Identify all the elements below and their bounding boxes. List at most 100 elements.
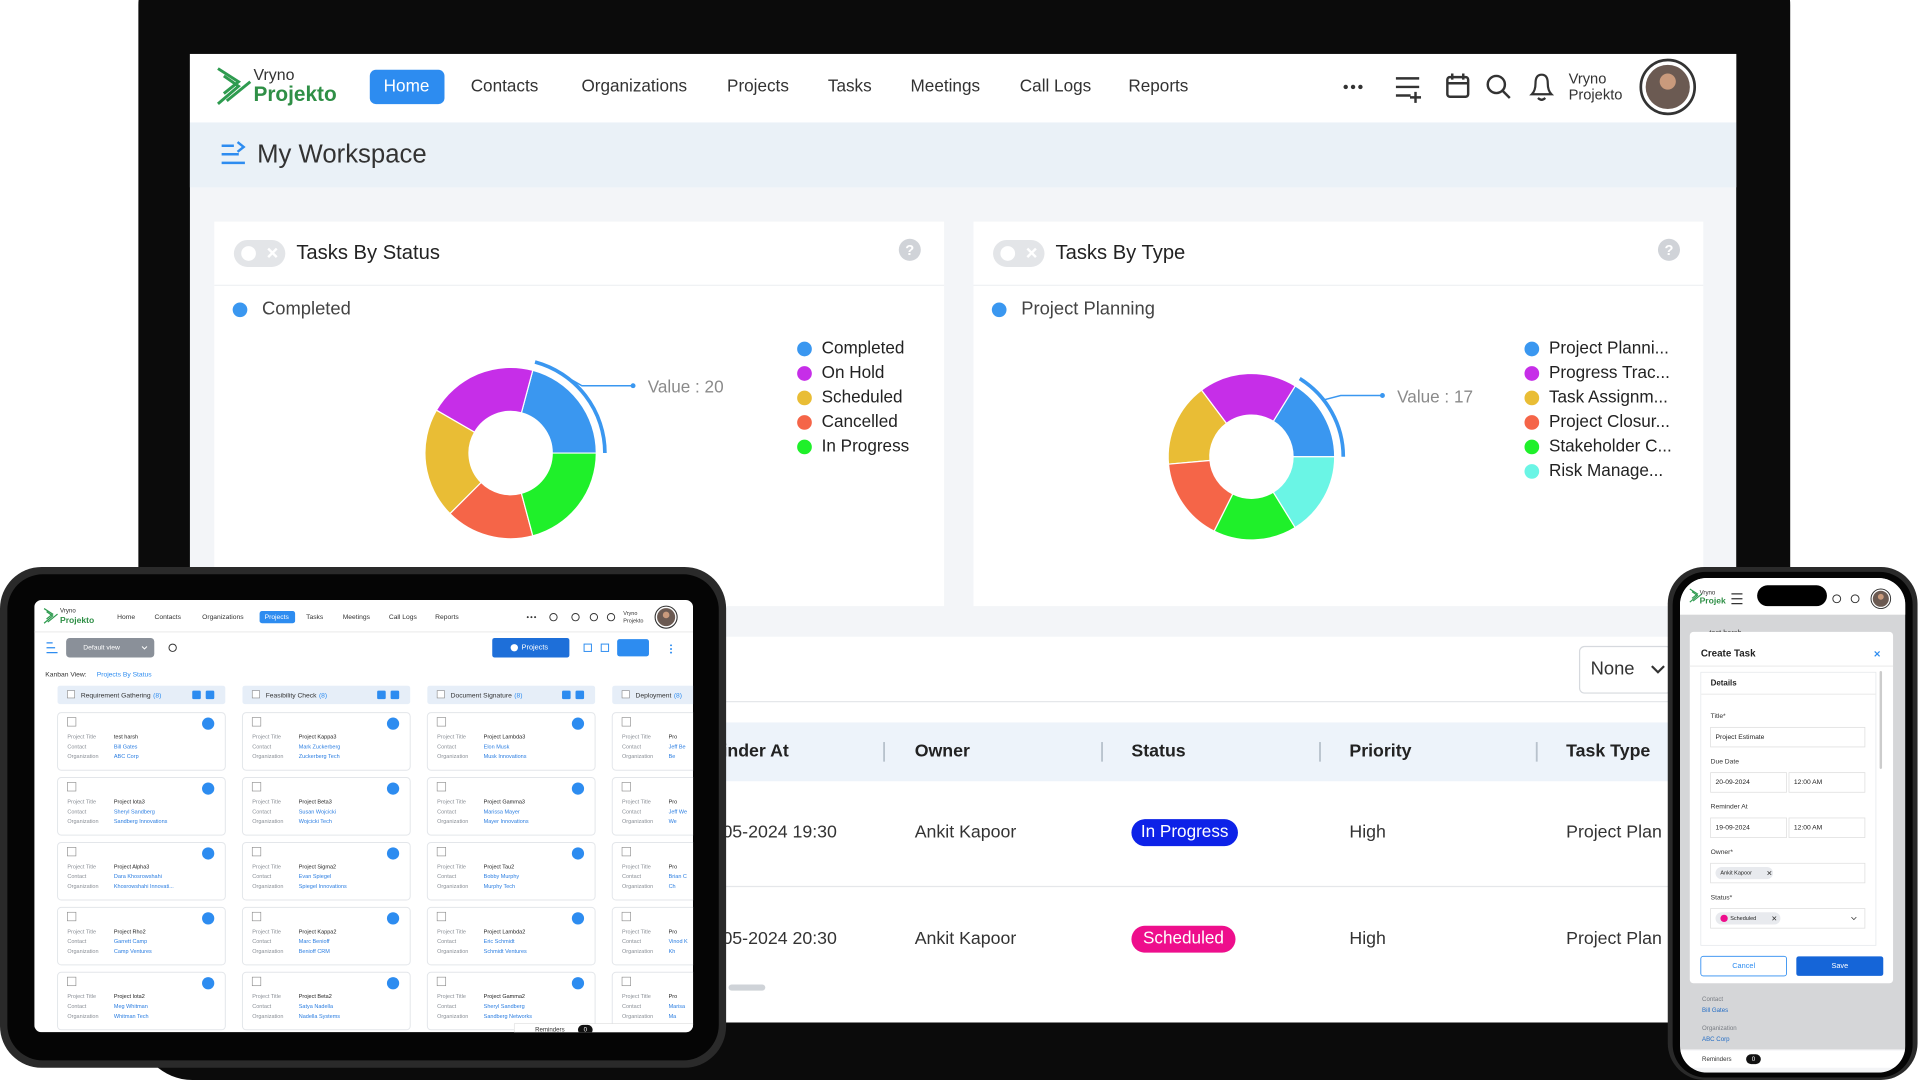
nav-item[interactable]: Tasks [306,614,324,621]
help-icon[interactable] [1657,238,1680,261]
nav-item[interactable]: Organizations [202,614,244,621]
field-value: Sandberg Innovations [114,819,168,825]
nav-item[interactable]: Contacts [154,614,181,621]
kanban-card[interactable] [241,777,411,836]
select-chevron [1851,916,1857,921]
new-button[interactable] [492,637,570,658]
kanban-card[interactable] [611,712,780,771]
view-icon [583,643,592,652]
chip-remove[interactable] [1767,870,1772,876]
kanban-card[interactable] [57,906,226,966]
date-value: 20-09-2024 [1716,779,1751,786]
nav-item[interactable]: Call Logs [1020,75,1091,95]
view-select[interactable] [66,637,155,658]
checkbox [251,782,262,792]
nav-item[interactable]: Home [117,614,135,621]
legend-dot [1524,439,1540,455]
field-label: Contact [67,939,86,945]
kanban-card[interactable] [426,712,596,771]
icon-list[interactable] [1395,77,1422,103]
kanban-card[interactable] [611,971,780,1031]
field-value: Whitman Tech [114,1014,149,1020]
save-button[interactable] [1796,956,1884,976]
field-label: Contact [622,1004,641,1010]
donut-segment[interactable] [1272,456,1336,529]
column-header: inder At [722,741,788,761]
kanban-card[interactable] [57,841,226,901]
nav-item[interactable]: Projects [265,614,290,621]
nav-active[interactable] [369,69,445,105]
menu-icon [1731,593,1743,605]
field-label: Project Title [622,735,651,741]
donut-segment[interactable] [520,452,597,537]
icon-bell[interactable] [1529,73,1555,101]
text-input[interactable] [1710,726,1866,748]
kanban-card[interactable] [611,906,780,966]
field-value: Jeff Be [669,744,686,750]
kanban-card[interactable] [241,841,411,901]
kanban-card[interactable] [611,841,780,901]
nav-item[interactable]: Reports [1128,75,1188,95]
field-value: Garrett Camp [114,939,147,945]
user-name: Projekto [623,618,643,624]
field-value: Sheryl Sandberg [114,809,155,815]
time-input[interactable] [1788,772,1866,793]
new-button-label: Projects [522,643,549,652]
date-input[interactable] [1710,772,1787,793]
kanban-card[interactable] [241,971,411,1031]
kanban-card[interactable] [57,777,226,836]
card-action [386,782,400,795]
field-label: Organization [252,754,283,760]
help-icon[interactable] [898,238,921,261]
more-dot [1350,84,1356,90]
nav-active[interactable] [259,611,296,624]
kanban-card[interactable] [426,777,596,836]
kanban-card[interactable] [426,841,596,901]
kanban-card[interactable] [57,712,226,771]
field-label: Project Title [252,864,281,870]
nav-item[interactable]: Call Logs [389,614,418,621]
kanban-card[interactable] [426,906,596,966]
field-value: Pro [669,929,678,935]
time-input[interactable] [1788,817,1866,838]
icon-calendar[interactable] [1446,75,1470,98]
nav-item[interactable]: Meetings [911,75,980,95]
column-count: (8) [153,692,161,699]
field-label: Project Title [67,735,96,741]
reminders-badge [577,1024,593,1033]
nav-item[interactable]: Tasks [828,75,872,95]
nav-item[interactable]: Reports [435,614,459,621]
field-value: Musk Innovations [484,754,527,760]
nav-item[interactable]: Projects [727,75,789,95]
cancel-button[interactable] [1700,955,1787,977]
nav-item[interactable]: Organizations [581,75,687,95]
field-label: Organization [437,754,468,760]
chip-remove[interactable] [1772,916,1777,921]
logo-text: Projekto [253,83,336,106]
kanban-card[interactable] [241,906,411,966]
more-dot [534,616,537,619]
column-count: (8) [514,692,522,699]
field-label: Project Title [67,929,96,935]
nav-item[interactable]: Contacts [471,75,539,95]
icon-search[interactable] [1486,74,1507,95]
avatar-head [662,611,670,619]
nav-item[interactable]: Meetings [343,614,371,621]
view-icon [600,643,610,652]
card-action [386,912,400,925]
field-label: Contact [437,809,456,815]
date-input[interactable] [1710,817,1787,838]
field-value: Dara Khosrowshahi [114,874,162,880]
field-value: We [669,819,677,825]
nav-icon [1832,594,1842,604]
kanban-card[interactable] [57,971,226,1031]
nav-item[interactable]: Home [384,75,430,95]
kanban-card[interactable] [426,971,596,1031]
status-pill [1131,819,1238,847]
field-label: Due Date [1711,758,1740,765]
kanban-card[interactable] [241,712,411,771]
tooltip-leader [564,375,634,387]
kanban-card[interactable] [611,777,780,836]
modal-close[interactable] [1874,650,1881,657]
menu-icon [221,141,246,165]
